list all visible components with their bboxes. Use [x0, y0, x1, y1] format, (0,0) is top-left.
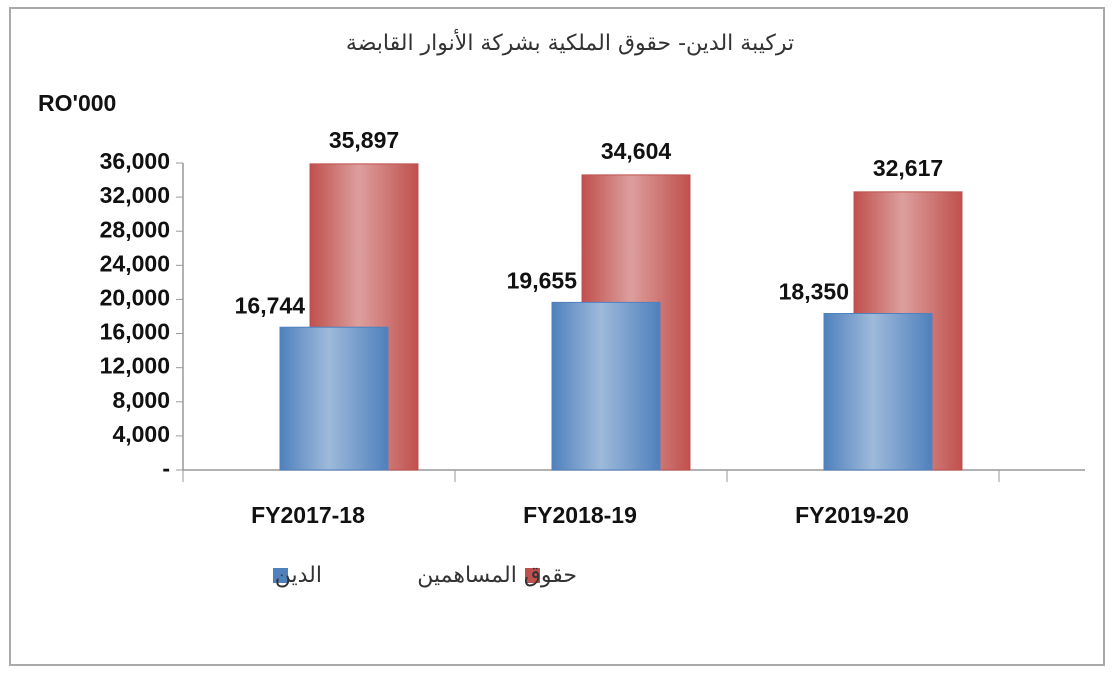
y-tick-label: 8,000 — [112, 387, 170, 413]
bar-shine — [824, 313, 932, 470]
legend-label: حقوق المساهمين — [417, 563, 577, 588]
x-tick-label: FY2017-18 — [251, 502, 365, 528]
x-tick-label: FY2019-20 — [795, 502, 909, 528]
y-tick-label: 4,000 — [112, 421, 170, 447]
value-label: 19,655 — [507, 267, 578, 293]
legend-swatch — [273, 568, 288, 583]
bar-edge — [279, 326, 389, 471]
value-label: 32,617 — [873, 155, 943, 181]
y-axis-label: RO'000 — [38, 90, 116, 116]
y-tick-label: 12,000 — [100, 353, 170, 379]
legend-label: الدين — [275, 563, 322, 588]
y-tick-label: 20,000 — [100, 285, 170, 311]
value-label: 35,897 — [329, 127, 399, 153]
bar-shine — [552, 302, 660, 470]
value-label: 18,350 — [779, 279, 849, 305]
chart-title: تركيبة الدين- حقوق الملكية بشركة الأنوار… — [346, 29, 794, 56]
value-label: 16,744 — [235, 292, 306, 318]
x-tick-label: FY2018-19 — [523, 502, 637, 528]
y-tick-label: - — [162, 455, 170, 481]
bar-edge — [823, 313, 933, 471]
y-tick-label: 36,000 — [100, 148, 170, 174]
y-tick-label: 32,000 — [100, 182, 170, 208]
bar-edge — [551, 301, 661, 471]
bar-shine — [280, 327, 388, 470]
y-tick-label: 24,000 — [100, 250, 170, 276]
y-tick-label: 28,000 — [100, 216, 170, 242]
value-label: 34,604 — [601, 138, 672, 164]
legend-swatch — [525, 568, 540, 583]
y-tick-label: 16,000 — [100, 319, 170, 345]
